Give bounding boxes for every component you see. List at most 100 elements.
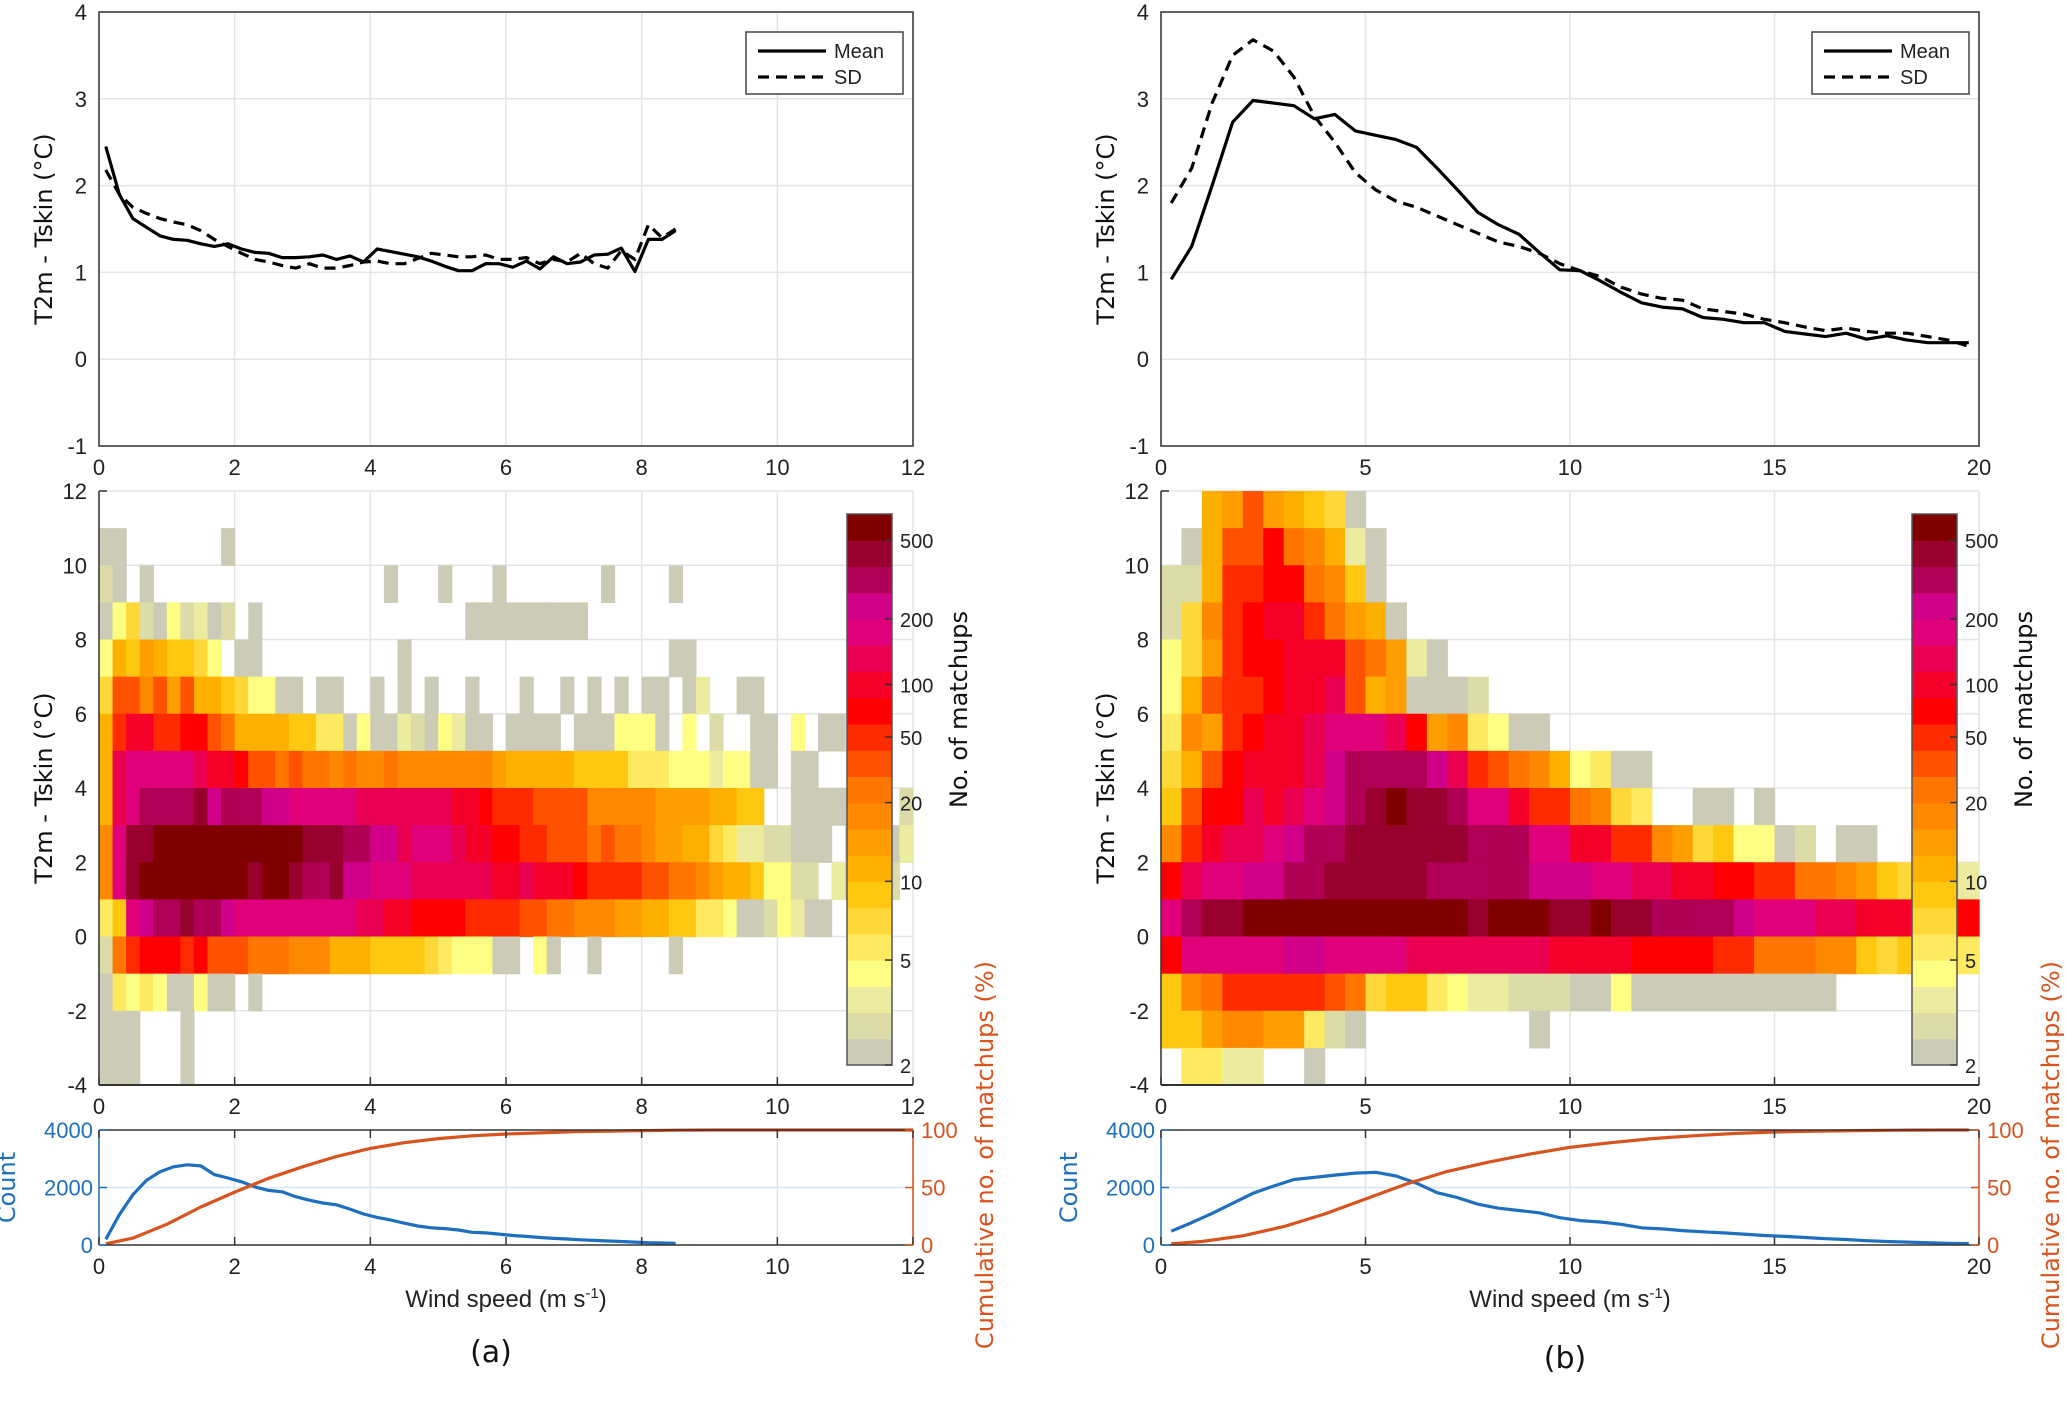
heatmap-cell [600, 750, 616, 789]
heatmap-cell [139, 565, 154, 603]
heatmap-cell [99, 528, 114, 566]
heatmap-cell [1263, 899, 1285, 938]
heatmap-cell [126, 936, 141, 975]
heatmap-cell [234, 676, 249, 715]
heatmap-cell [1590, 936, 1612, 975]
heatmap-cell [723, 788, 738, 826]
heatmap-cell [573, 862, 588, 900]
heatmap-cell [275, 750, 290, 789]
heatmap-cell [1201, 713, 1223, 752]
heatmap-cell [1590, 825, 1612, 863]
y-tick-label: 2 [1137, 850, 1149, 875]
heatmap-cell [1242, 565, 1264, 603]
heatmap-cell [668, 788, 683, 826]
colorbar-tick-label: 20 [900, 794, 922, 816]
colorbar-swatch [847, 933, 892, 961]
colorbar-tick-label: 200 [900, 610, 933, 632]
heatmap-cell [112, 565, 127, 603]
heatmap-cell [1161, 750, 1183, 789]
heatmap-cell [1365, 713, 1387, 752]
heatmap-cell [356, 825, 371, 863]
heatmap-cell [804, 788, 819, 826]
heatmap-cell [126, 899, 141, 938]
colorbar-swatch [1912, 540, 1957, 568]
heatmap-cell [709, 750, 724, 789]
heatmap-cell [1672, 825, 1694, 863]
heatmap-cell [1201, 973, 1223, 1012]
heatmap-cell [1304, 491, 1326, 529]
heatmap-cell [126, 1010, 141, 1049]
heatmap-cell [1222, 973, 1244, 1012]
y-left-tick-label: 4000 [44, 1118, 93, 1143]
heatmap-cell [641, 899, 656, 938]
heatmap-cell [126, 602, 141, 641]
y-right-tick-label: 0 [1987, 1233, 1999, 1258]
heatmap-cell [316, 788, 331, 826]
heatmap-cell [641, 713, 656, 752]
heatmap-cell [126, 788, 141, 826]
heatmap-cell [1385, 639, 1407, 678]
colorbar-swatch [847, 907, 892, 935]
heatmap-cell [736, 862, 751, 900]
colorbar-swatch [847, 750, 892, 777]
heatmap-cell [668, 565, 683, 603]
heatmap-cell [1222, 862, 1244, 900]
heatmap-cell [1570, 825, 1592, 863]
heatmap-cell [112, 639, 127, 678]
heatmap-cell [370, 899, 385, 938]
heatmap-cell [546, 750, 561, 789]
heatmap-cell [1181, 788, 1203, 826]
heatmap-cell [1283, 639, 1305, 678]
heatmap-cell [1181, 639, 1203, 678]
heatmap-cell [1447, 676, 1469, 715]
heatmap-cell [153, 676, 168, 715]
y-right-label: Cumulative no. of matchups (%) [2037, 961, 2065, 1349]
heatmap-cell [1570, 936, 1592, 975]
y-right-tick-label: 50 [1987, 1176, 2011, 1201]
heatmap-cell [397, 676, 412, 715]
heatmap-cell [288, 676, 304, 715]
heatmap-cell [546, 788, 561, 826]
heatmap-cell [316, 899, 331, 938]
heatmap-cell [1958, 936, 1980, 975]
legend [745, 31, 904, 95]
heatmap-cell [1283, 1010, 1305, 1049]
heatmap-cell [451, 788, 466, 826]
heatmap-cell [1324, 528, 1346, 566]
heatmap-cell [478, 788, 494, 826]
heatmap-cell [180, 825, 195, 863]
heatmap-cell [1345, 565, 1367, 603]
y-tick-label: 2 [1137, 174, 1149, 199]
heatmap-cell [153, 602, 168, 641]
y-tick-label: 1 [1137, 260, 1149, 285]
heatmap-cell [1467, 713, 1489, 752]
heatmap-cell [1304, 750, 1326, 789]
x-tick-label: 12 [901, 1254, 925, 1279]
heatmap-cell [248, 936, 263, 975]
heatmap-cell [370, 936, 385, 975]
heatmap-cell [180, 713, 195, 752]
heatmap-cell [329, 788, 344, 826]
x-tick-label: 8 [636, 1094, 648, 1119]
heatmap-cell [1365, 750, 1387, 789]
y-tick-label: 8 [75, 628, 87, 653]
heatmap-cell [1590, 973, 1612, 1012]
heatmap-cell [221, 676, 236, 715]
heatmap-cell [628, 899, 643, 938]
x-tick-label: 0 [1155, 1254, 1167, 1279]
heatmap-cell [424, 862, 439, 900]
heatmap-cell [153, 862, 168, 900]
heatmap-cell [1958, 899, 1980, 938]
heatmap-cell [370, 676, 385, 715]
heatmap-cell [153, 750, 168, 789]
heatmap-cell [112, 1010, 127, 1049]
heatmap-cell [356, 750, 371, 789]
heatmap-cell [628, 788, 643, 826]
heatmap-cell [383, 750, 399, 789]
heatmap-cell [1754, 788, 1776, 826]
heatmap-cell [1242, 491, 1264, 529]
heatmap-cell [519, 788, 534, 826]
heatmap-cell [668, 639, 683, 678]
heatmap-cell [1713, 825, 1735, 863]
heatmap-cell [1529, 973, 1551, 1012]
